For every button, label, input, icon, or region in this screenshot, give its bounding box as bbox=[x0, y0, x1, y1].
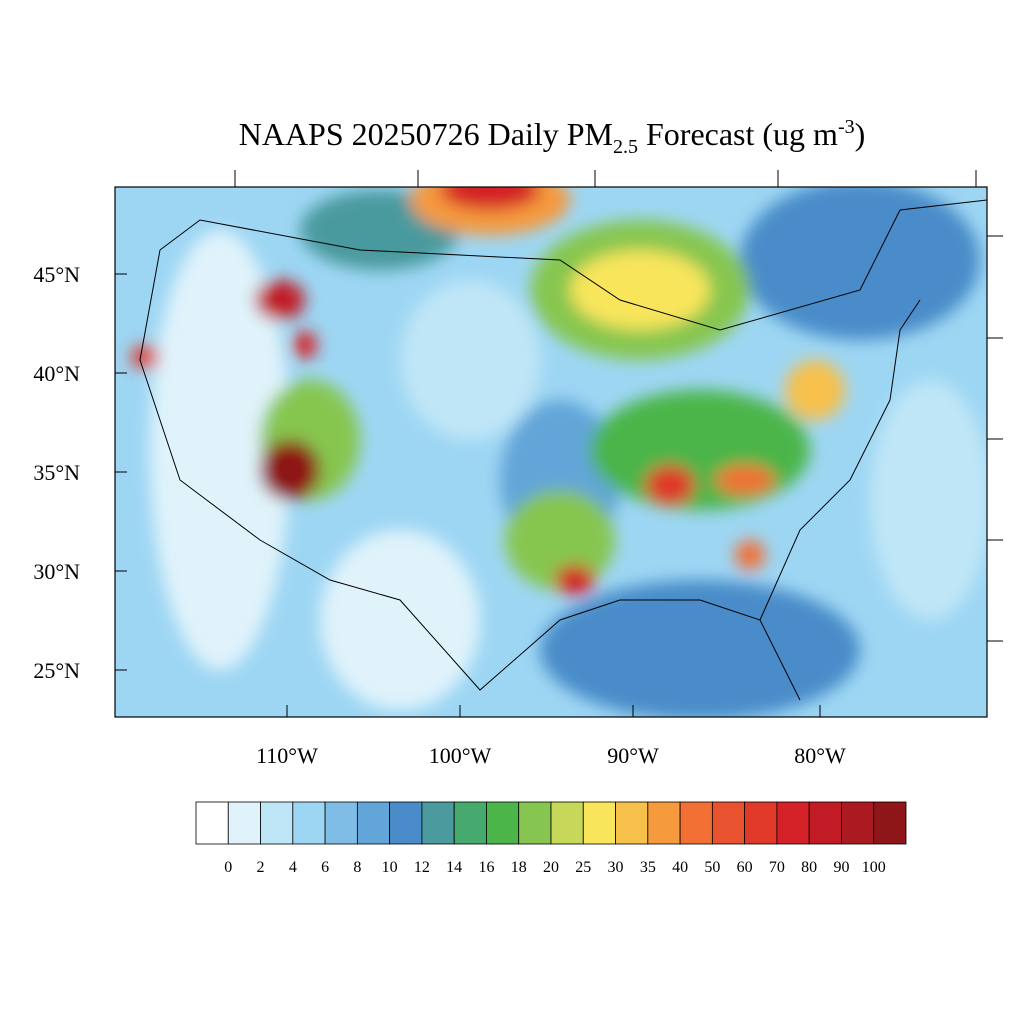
colorbar: 0 2 4 6 8 10 12 14 16 18 20 25 30 35 40 50 60 70 80 90 100 bbox=[195, 801, 907, 876]
lat-label: 25°N bbox=[33, 658, 80, 683]
colorbar-label: 35 bbox=[640, 859, 656, 876]
colorbar-swatch bbox=[389, 801, 423, 845]
colorbar-label: 12 bbox=[414, 859, 430, 876]
colorbar-swatch bbox=[356, 801, 391, 845]
axes: 45°N 40°N 35°N 30°N 25°N 110°W 100°W 90°W 80°W bbox=[33, 170, 1003, 768]
title-end: ) bbox=[855, 116, 866, 152]
colorbar-swatch bbox=[841, 801, 875, 845]
colorbar-swatch bbox=[292, 801, 326, 845]
colorbar-swatch bbox=[227, 801, 261, 845]
colorbar-swatch bbox=[518, 801, 552, 845]
colorbar-label: 100 bbox=[862, 859, 886, 876]
colorbar-swatch bbox=[421, 801, 455, 845]
colorbar-swatch bbox=[195, 801, 229, 845]
lat-label: 40°N bbox=[33, 361, 80, 386]
colorbar-label: 2 bbox=[257, 859, 265, 876]
colorbar-swatch bbox=[453, 801, 487, 845]
map-frame bbox=[114, 186, 988, 718]
colorbar-label: 50 bbox=[704, 859, 720, 876]
colorbar-label: 18 bbox=[511, 859, 527, 876]
lat-label: 30°N bbox=[33, 559, 80, 584]
colorbar-swatch bbox=[550, 801, 584, 845]
colorbar-label: 90 bbox=[833, 859, 849, 876]
colorbar-swatch bbox=[744, 801, 778, 845]
map-field bbox=[115, 187, 987, 717]
colorbar-swatch bbox=[582, 801, 616, 845]
lat-label: 45°N bbox=[33, 262, 80, 287]
colorbar-swatch bbox=[486, 801, 520, 845]
colorbar-swatch bbox=[808, 801, 842, 845]
colorbar-swatch bbox=[260, 801, 294, 845]
colorbar-swatch bbox=[615, 801, 649, 845]
colorbar-label: 10 bbox=[382, 859, 398, 876]
colorbar-label: 70 bbox=[769, 859, 785, 876]
title: NAAPS 20250726 Daily PM2.5 Forecast (ug … bbox=[239, 116, 866, 158]
colorbar-label: 8 bbox=[353, 859, 361, 876]
colorbar-label: 25 bbox=[575, 859, 591, 876]
title-superscript: -3 bbox=[838, 116, 855, 138]
colorbar-label: 20 bbox=[543, 859, 559, 876]
colorbar-swatch bbox=[647, 801, 681, 845]
lat-label: 35°N bbox=[33, 460, 80, 485]
title-subscript: 2.5 bbox=[613, 136, 638, 158]
lon-label: 80°W bbox=[794, 743, 846, 768]
lon-label: 100°W bbox=[429, 743, 492, 768]
title-main: NAAPS 20250726 Daily PM bbox=[239, 116, 613, 152]
colorbar-swatch bbox=[873, 801, 907, 845]
colorbar-label: 14 bbox=[446, 859, 462, 876]
colorbar-label: 40 bbox=[672, 859, 688, 876]
colorbar-swatch bbox=[324, 801, 358, 845]
colorbar-label: 16 bbox=[478, 859, 494, 876]
colorbar-label: 4 bbox=[289, 859, 297, 876]
colorbar-label: 0 bbox=[224, 859, 232, 876]
lon-label: 90°W bbox=[607, 743, 659, 768]
colorbar-label: 6 bbox=[321, 859, 329, 876]
title-middle: Forecast (ug m bbox=[638, 116, 838, 152]
colorbar-swatch bbox=[711, 801, 746, 845]
lon-label: 110°W bbox=[256, 743, 318, 768]
colorbar-label: 80 bbox=[801, 859, 817, 876]
colorbar-label: 30 bbox=[608, 859, 624, 876]
colorbar-label: 60 bbox=[737, 859, 753, 876]
colorbar-swatch bbox=[679, 801, 713, 845]
colorbar-swatch bbox=[776, 801, 810, 845]
